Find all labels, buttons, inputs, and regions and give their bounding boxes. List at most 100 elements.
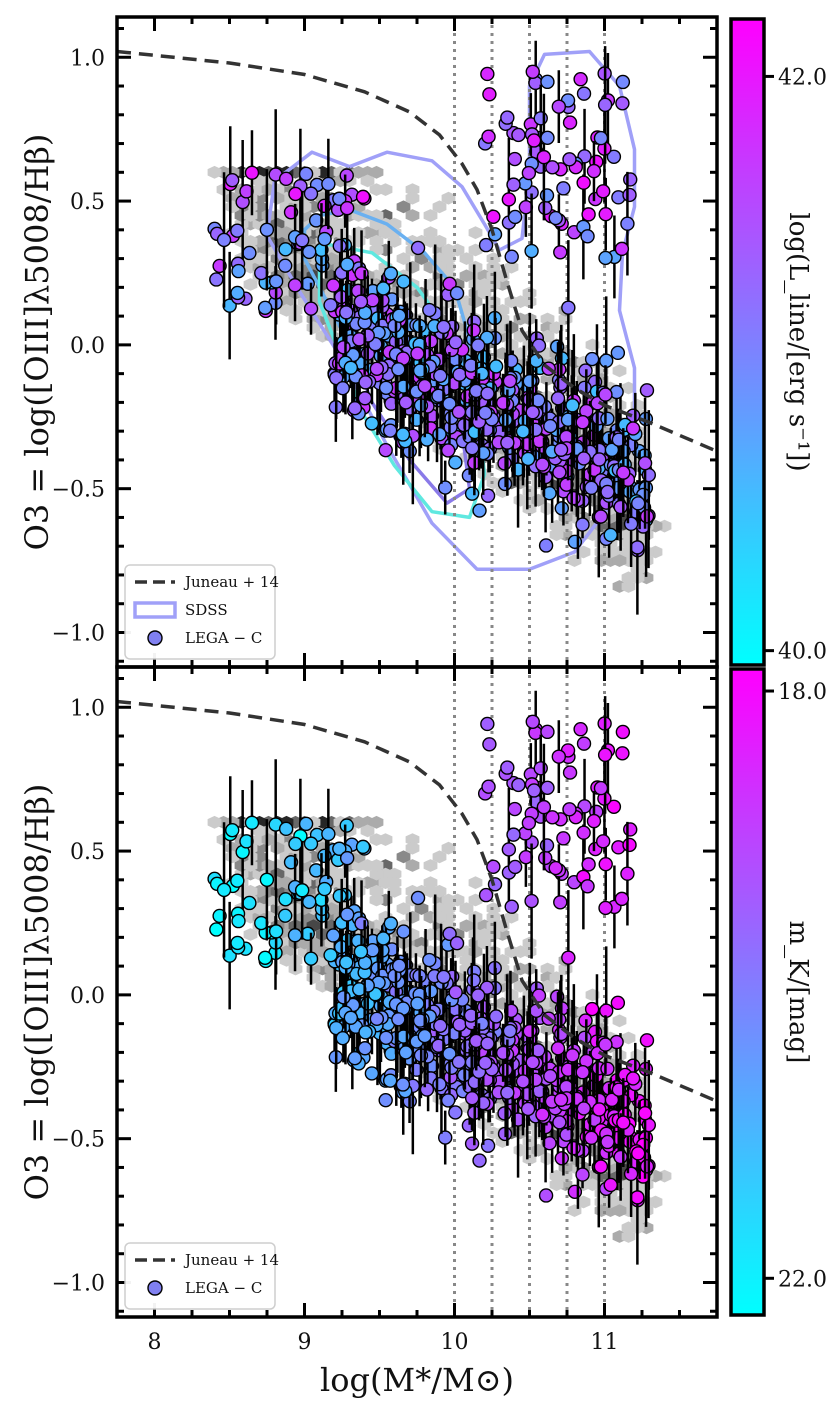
data-point	[545, 160, 560, 175]
density-hex	[486, 945, 501, 959]
data-point	[554, 501, 570, 516]
data-point	[593, 509, 609, 524]
density-hex	[549, 1169, 564, 1183]
data-point	[378, 380, 394, 395]
data-point	[614, 891, 630, 907]
data-point	[538, 1188, 554, 1203]
density-hex	[441, 243, 456, 257]
data-point	[463, 358, 479, 373]
density-hex	[369, 884, 384, 898]
density-hex	[405, 841, 420, 855]
data-point	[431, 1038, 446, 1053]
density-hex	[279, 945, 294, 959]
density-hex	[243, 234, 258, 248]
y-tick-label: −0.5	[52, 478, 105, 503]
data-point	[520, 1101, 536, 1117]
data-point	[378, 1092, 393, 1108]
legend-swatch-point	[147, 630, 163, 646]
density-hex	[459, 252, 474, 265]
data-point	[369, 1011, 385, 1027]
data-point	[614, 241, 630, 257]
data-point	[436, 969, 451, 985]
data-point	[358, 375, 373, 390]
data-point	[538, 538, 554, 553]
data-point	[576, 825, 591, 840]
density-hex	[387, 876, 402, 890]
data-point	[466, 323, 481, 338]
data-point	[303, 186, 319, 201]
data-point	[486, 209, 501, 224]
data-point	[480, 66, 495, 82]
density-hex	[369, 815, 384, 829]
data-point	[452, 367, 467, 382]
legend-label: LEGA − C	[185, 1279, 262, 1297]
data-point	[355, 839, 371, 855]
data-point	[480, 1138, 496, 1153]
data-point	[369, 361, 385, 377]
data-point	[525, 405, 540, 420]
x-tick-label: 9	[298, 1330, 312, 1355]
data-point	[294, 883, 310, 898]
data-point	[442, 926, 457, 941]
data-point	[606, 799, 622, 814]
data-point	[593, 780, 609, 796]
data-point	[521, 165, 537, 181]
data-point	[332, 191, 347, 206]
data-point	[550, 1041, 566, 1056]
data-point	[339, 168, 354, 183]
data-point	[382, 423, 398, 438]
data-point	[573, 72, 588, 87]
y-axis-title: O3 = log([OIII]λ5008/Hβ)	[18, 784, 56, 1201]
density-hex	[423, 226, 438, 240]
data-point	[620, 866, 635, 881]
density-hex	[468, 226, 483, 240]
data-point	[616, 465, 631, 480]
data-point	[566, 1140, 581, 1156]
data-point	[525, 714, 540, 729]
data-point	[598, 250, 613, 266]
density-hex	[576, 545, 591, 559]
data-point	[524, 243, 539, 259]
data-point	[543, 418, 558, 434]
density-hex	[540, 329, 555, 343]
data-point	[398, 395, 414, 410]
data-point	[565, 398, 580, 413]
data-point	[382, 1073, 398, 1088]
data-point	[294, 233, 310, 248]
lega-c-points	[207, 690, 657, 1265]
data-point	[507, 801, 523, 817]
data-point	[553, 245, 568, 260]
density-hex	[243, 928, 258, 941]
data-point	[353, 944, 369, 959]
data-point	[566, 490, 581, 506]
data-point	[620, 216, 635, 231]
density-hex	[351, 815, 366, 829]
data-point	[417, 378, 432, 394]
data-point	[552, 1115, 567, 1130]
data-point	[637, 455, 653, 471]
density-hex	[549, 519, 564, 533]
data-point	[592, 1102, 607, 1117]
data-point	[383, 266, 399, 281]
data-point	[303, 836, 319, 851]
y-tick-label: 1.0	[70, 696, 105, 721]
data-point	[576, 1101, 592, 1116]
density-hex	[414, 902, 429, 915]
density-hex	[540, 373, 555, 386]
density-hex	[243, 209, 258, 222]
data-point	[561, 300, 576, 315]
data-point	[343, 360, 359, 375]
data-point	[354, 916, 369, 931]
data-point	[391, 362, 406, 377]
data-point	[321, 826, 336, 842]
data-point	[500, 760, 515, 775]
density-hex	[405, 191, 420, 205]
data-point	[595, 184, 611, 199]
data-point	[622, 187, 637, 203]
data-point	[340, 257, 355, 272]
data-point	[257, 300, 273, 316]
data-point	[482, 737, 497, 752]
density-hex	[441, 191, 456, 205]
juneau14-curve	[117, 49, 717, 453]
data-point	[472, 503, 487, 518]
